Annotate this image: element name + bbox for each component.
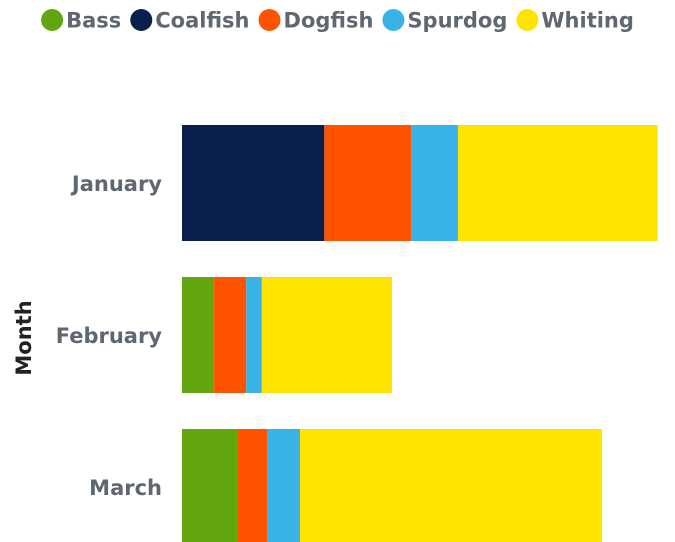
y-tick-label-march: March: [89, 476, 162, 500]
bar-march-spurdog: [267, 429, 301, 542]
legend-marker-whiting: [516, 9, 539, 31]
bar-february-spurdog: [246, 277, 262, 393]
legend-item-bass[interactable]: Bass: [41, 9, 121, 33]
bar-february-whiting: [261, 277, 393, 393]
legend-marker-coalfish: [130, 9, 153, 31]
legend-item-whiting[interactable]: Whiting: [516, 9, 634, 33]
legend-label-dogfish: Dogfish: [284, 9, 374, 33]
bar-march-bass: [182, 429, 238, 542]
legend-label-bass: Bass: [66, 9, 121, 33]
legend-item-coalfish[interactable]: Coalfish: [130, 9, 250, 33]
legend: Bass Coalfish Dogfish Spurdog Whiting: [41, 9, 634, 33]
bar-january-dogfish: [324, 125, 412, 241]
bar-january-coalfish: [182, 125, 325, 241]
legend-marker-spurdog: [382, 9, 405, 31]
legend-label-coalfish: Coalfish: [155, 9, 249, 33]
y-axis-title: Month: [12, 300, 36, 375]
legend-item-spurdog[interactable]: Spurdog: [382, 9, 507, 33]
legend-item-dogfish[interactable]: Dogfish: [258, 9, 374, 33]
bar-march-dogfish: [237, 429, 268, 542]
y-tick-label-january: January: [70, 172, 162, 196]
legend-marker-bass: [41, 9, 64, 31]
legend-marker-dogfish: [258, 9, 281, 31]
bar-march-whiting: [300, 429, 603, 542]
bar-january-spurdog: [411, 125, 458, 241]
legend-label-spurdog: Spurdog: [407, 9, 507, 33]
y-axis-tick-labels: January February March: [56, 172, 163, 500]
y-tick-label-february: February: [56, 324, 163, 348]
bar-february-bass: [182, 277, 214, 393]
bar-january-whiting: [457, 125, 658, 241]
plot-area: [182, 125, 658, 542]
legend-label-whiting: Whiting: [541, 9, 634, 33]
bar-february-dogfish: [213, 277, 247, 393]
